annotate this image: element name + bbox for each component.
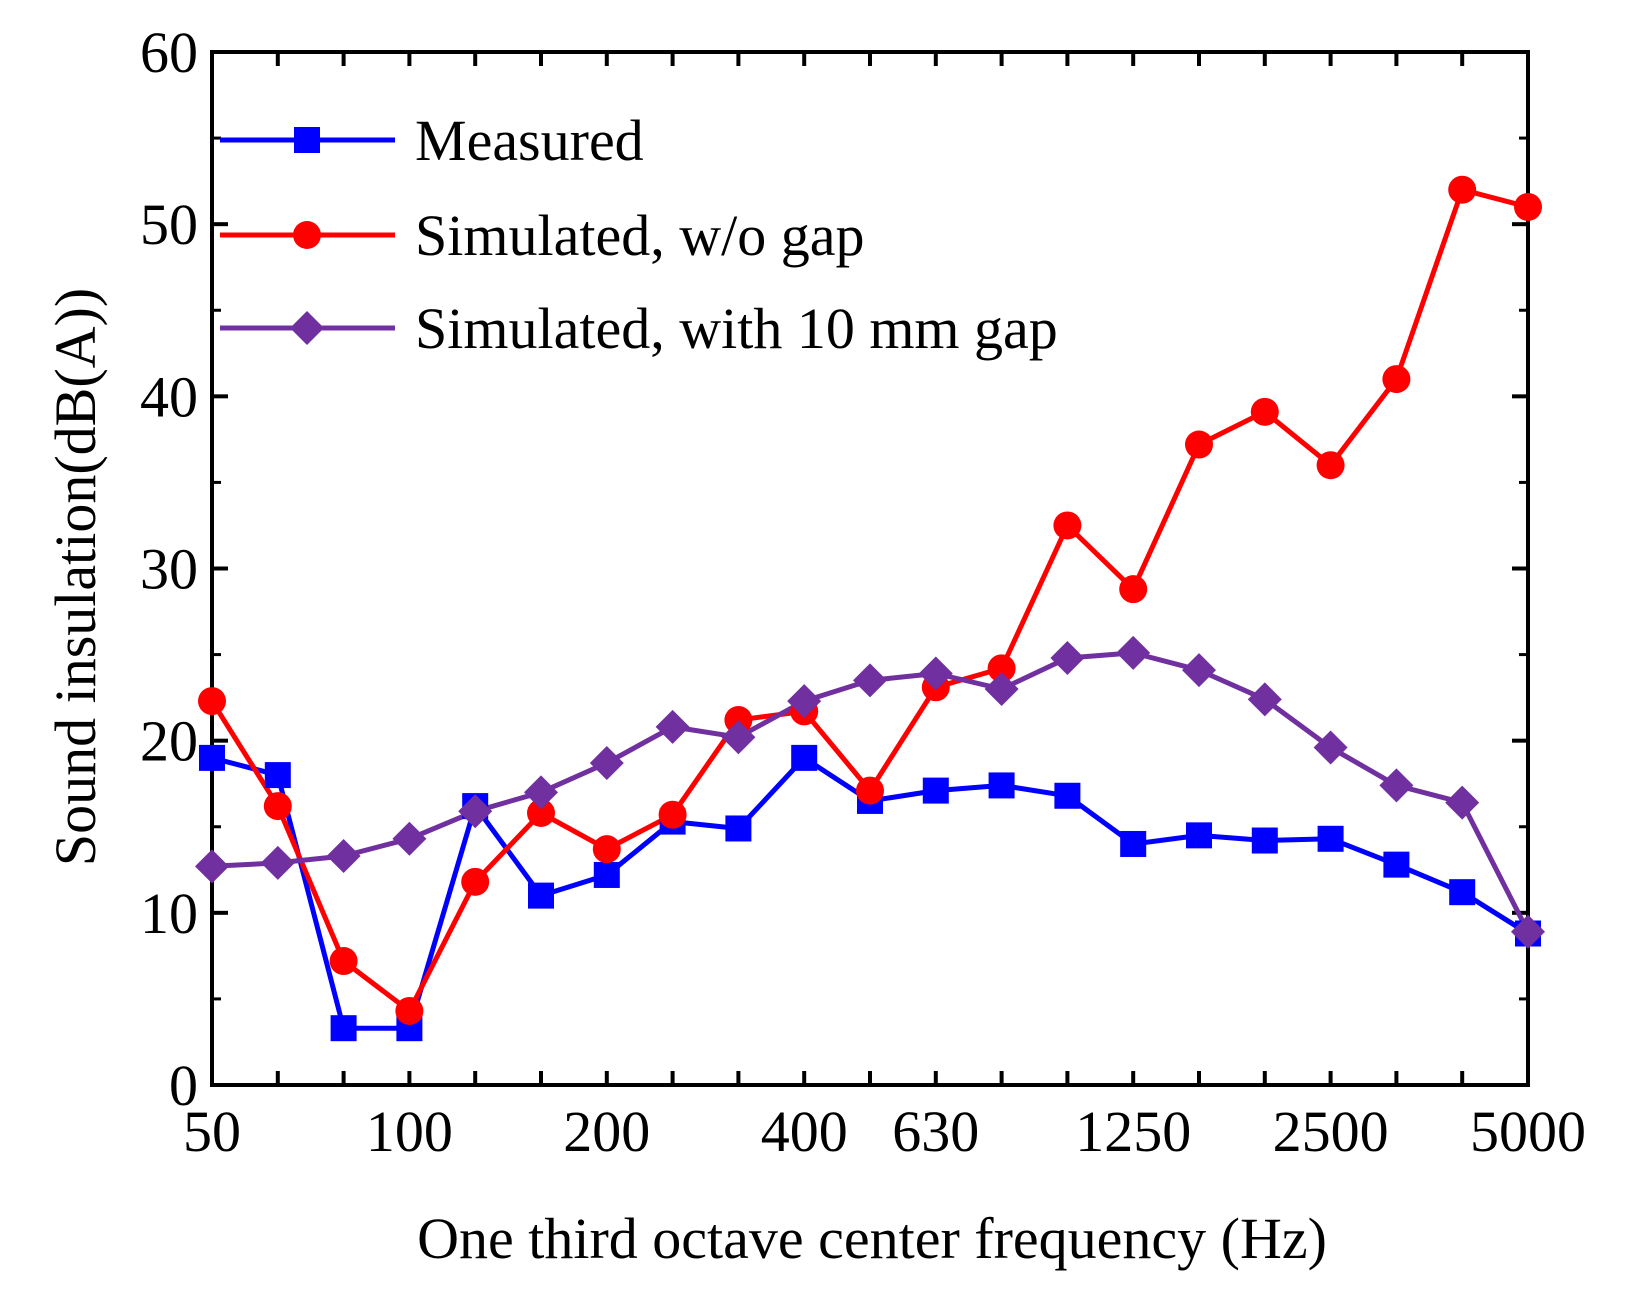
x-tick-label: 100	[366, 1099, 453, 1164]
data-point-s2	[1116, 635, 1151, 670]
y-tick-label: 60	[140, 20, 198, 85]
x-tick-label: 200	[563, 1099, 650, 1164]
data-point-s1	[527, 798, 555, 827]
data-point-s1	[263, 792, 292, 821]
data-point-s1	[658, 800, 687, 829]
data-point-s2	[392, 821, 427, 856]
x-tick-label: 400	[761, 1099, 848, 1164]
legend-label: Simulated, w/o gap	[415, 203, 864, 268]
data-point-s2	[524, 775, 558, 810]
y-tick-label: 40	[140, 364, 198, 429]
data-point-s1	[329, 947, 358, 976]
legend-label: Measured	[415, 108, 644, 173]
data-point-s2	[1050, 641, 1085, 676]
x-tick-label: 5000	[1470, 1099, 1586, 1164]
legend: Measured Simulated, w/o gap Simulated, wit…	[220, 108, 1058, 361]
x-tick-label: 50	[183, 1099, 241, 1164]
data-point-s0	[1317, 825, 1344, 852]
y-tick-label: 50	[140, 192, 198, 257]
data-point-s2	[260, 845, 295, 880]
data-point-s2	[589, 746, 624, 781]
data-point-s2	[326, 839, 361, 874]
data-point-s0	[791, 744, 818, 771]
data-point-s0	[1449, 879, 1476, 906]
data-point-s2	[1182, 653, 1216, 688]
data-point-s2	[918, 656, 953, 691]
data-point-s1	[1448, 175, 1477, 204]
data-point-s0	[922, 777, 949, 804]
data-point-s1	[1382, 365, 1411, 394]
data-point-s2	[1313, 730, 1348, 765]
data-point-s2	[787, 684, 822, 719]
data-point-s1	[592, 835, 621, 864]
data-point-s2	[1511, 914, 1545, 949]
data-point-s0	[199, 744, 225, 771]
y-tick-label: 0	[169, 1053, 198, 1118]
data-point-s0	[264, 762, 291, 789]
data-point-s1	[395, 996, 424, 1025]
data-point-s0	[528, 882, 554, 909]
data-point-s1	[1119, 575, 1148, 604]
x-tick-label: 2500	[1273, 1099, 1389, 1164]
y-tick-label: 20	[140, 709, 198, 774]
data-point-s2	[721, 720, 756, 755]
data-point-s1	[1514, 192, 1542, 221]
data-point-s2	[1247, 682, 1282, 717]
x-tick-label: 630	[892, 1099, 979, 1164]
series	[195, 175, 1545, 1042]
data-point-s2	[195, 849, 229, 884]
data-point-s0	[330, 1015, 357, 1042]
data-point-s2	[853, 663, 887, 698]
data-point-s1	[1185, 430, 1213, 459]
data-point-s1	[987, 654, 1016, 683]
data-point-s1	[198, 687, 226, 716]
plot-frame	[210, 50, 1530, 1087]
data-point-s0	[988, 772, 1015, 799]
data-point-s1	[724, 706, 753, 735]
data-point-s0	[593, 861, 620, 888]
y-tick-label: 30	[140, 537, 198, 602]
x-axis-title: One third octave center frequency (Hz)	[417, 1206, 1327, 1271]
data-point-s0	[1251, 827, 1278, 854]
x-tick-label: 1250	[1075, 1099, 1191, 1164]
data-point-s2	[1445, 785, 1480, 820]
legend-label: Simulated, with 10 mm gap	[415, 296, 1058, 361]
legend-marker	[293, 221, 321, 249]
data-point-s1	[1316, 451, 1345, 480]
data-point-s0	[1383, 851, 1410, 878]
y-axis-title: Sound insulation(dB(A))	[43, 288, 108, 866]
data-point-s0	[725, 815, 752, 842]
data-point-s0	[1186, 822, 1212, 849]
data-point-s1	[461, 867, 490, 896]
axes: 0 10 20 30 40 50 60 50 100 200 400 630 1250 2500 5000	[140, 20, 1586, 1164]
data-point-s1	[1250, 397, 1279, 426]
data-point-s2	[984, 672, 1019, 707]
data-point-s0	[1120, 830, 1147, 857]
data-point-s2	[1379, 768, 1414, 803]
data-point-s1	[856, 776, 884, 805]
legend-marker	[294, 127, 320, 153]
plot-area	[210, 50, 1530, 1087]
data-point-s2	[458, 794, 493, 829]
y-tick-label: 10	[140, 881, 198, 946]
data-point-s2	[655, 709, 690, 744]
data-point-s1	[1053, 511, 1082, 540]
legend-marker	[290, 311, 324, 345]
data-point-s0	[1054, 782, 1081, 809]
